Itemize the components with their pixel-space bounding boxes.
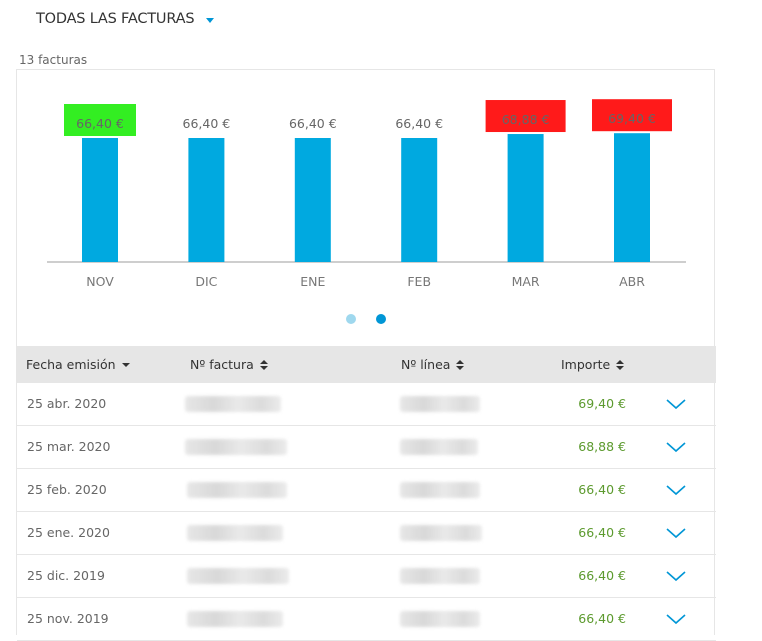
invoice-date: 25 ene. 2020 [27, 525, 110, 540]
invoice-amount: 68,88 € [578, 439, 626, 454]
invoice-amount: 66,40 € [578, 568, 626, 583]
line-number-redacted [400, 525, 482, 541]
chevron-down-icon[interactable] [665, 612, 687, 626]
invoice-count: 13 facturas [19, 53, 88, 67]
header-amount-label: Importe [561, 357, 611, 372]
bar-value-label: 66,40 € [183, 116, 231, 131]
invoice-filter-label: TODAS LAS FACTURAS [36, 11, 195, 27]
x-tick-label: ENE [300, 274, 325, 289]
invoice-row[interactable]: 25 abr. 2020 69,40 € [17, 383, 716, 426]
x-tick-label: DIC [195, 274, 217, 289]
bar-value-label: 66,40 € [395, 116, 443, 131]
invoice-date: 25 feb. 2020 [27, 482, 107, 497]
sort-icon [259, 359, 268, 370]
pager-dot-1[interactable] [346, 314, 356, 324]
bar-feb[interactable] [401, 138, 438, 262]
bar-value-label: 66,40 € [289, 116, 337, 131]
invoice-row[interactable]: 25 dic. 2019 66,40 € [17, 555, 716, 598]
sort-invoice-header[interactable]: Nº factura [190, 357, 268, 372]
invoice-row[interactable]: 25 feb. 2020 66,40 € [17, 469, 716, 512]
line-number-redacted [400, 611, 480, 627]
line-number-redacted [400, 482, 480, 498]
invoice-date: 25 mar. 2020 [27, 439, 111, 454]
sort-date-header[interactable]: Fecha emisión [26, 357, 130, 372]
invoice-row[interactable]: 25 mar. 2020 68,88 € [17, 426, 716, 469]
line-number-redacted [400, 568, 480, 584]
value-label-highlight [64, 104, 136, 136]
sort-line-header[interactable]: Nº línea [401, 357, 465, 372]
value-label-highlight [485, 100, 566, 133]
invoice-amount: 69,40 € [578, 396, 626, 411]
invoice-number-redacted [187, 568, 289, 584]
invoice-amount: 66,40 € [578, 482, 626, 497]
sort-amount-header[interactable]: Importe [561, 357, 625, 372]
bar-value-label: 66,40 € [76, 116, 124, 131]
sort-icon [616, 359, 625, 370]
invoice-number-redacted [187, 525, 283, 541]
line-number-redacted [400, 439, 478, 455]
chart-pager [17, 314, 716, 326]
invoice-number-redacted [185, 439, 287, 455]
chevron-down-icon[interactable] [665, 397, 687, 411]
chevron-down-icon[interactable] [665, 440, 687, 454]
bar-abr[interactable] [614, 133, 650, 262]
bar-nov[interactable] [82, 138, 118, 262]
invoice-number-redacted [187, 611, 283, 627]
bar-value-label: 69,40 € [608, 111, 656, 126]
sort-icon [456, 359, 465, 370]
value-label-highlight [592, 99, 672, 132]
invoice-bar-chart: 66,40 € NOV 66,40 € DIC 66,40 € ENE 66,40 € FEB… [47, 99, 686, 289]
chevron-down-icon[interactable] [665, 569, 687, 583]
bar-ene[interactable] [294, 138, 331, 262]
invoice-number-redacted [185, 396, 281, 412]
invoices-card: 66,40 € NOV 66,40 € DIC 66,40 € ENE 66,40 € FEB… [16, 69, 716, 641]
bar-mar[interactable] [507, 134, 544, 262]
x-tick-label: NOV [86, 274, 114, 289]
caret-down-icon [206, 18, 215, 23]
header-line-label: Nº línea [401, 357, 451, 372]
bar-dic[interactable] [188, 138, 225, 262]
invoice-row[interactable]: 25 ene. 2020 66,40 € [17, 512, 716, 555]
line-number-redacted [400, 396, 480, 412]
x-tick-label: FEB [407, 274, 431, 289]
chevron-down-icon[interactable] [665, 483, 687, 497]
table-header: Fecha emisión Nº factura Nº línea Import… [17, 346, 716, 383]
header-invoice-label: Nº factura [190, 357, 254, 372]
pager-dot-2[interactable] [376, 314, 386, 324]
header-date-label: Fecha emisión [26, 357, 116, 372]
sort-desc-icon [121, 362, 130, 367]
x-tick-label: ABR [619, 274, 645, 289]
invoice-date: 25 nov. 2019 [27, 611, 109, 626]
invoice-date: 25 dic. 2019 [27, 568, 105, 583]
invoice-amount: 66,40 € [578, 525, 626, 540]
x-tick-label: MAR [512, 274, 540, 289]
invoice-filter-dropdown[interactable]: TODAS LAS FACTURAS [36, 11, 215, 27]
invoice-date: 25 abr. 2020 [27, 396, 107, 411]
invoice-amount: 66,40 € [578, 611, 626, 626]
bar-value-label: 68,88 € [502, 112, 550, 127]
chevron-down-icon[interactable] [665, 526, 687, 540]
invoice-number-redacted [187, 482, 287, 498]
